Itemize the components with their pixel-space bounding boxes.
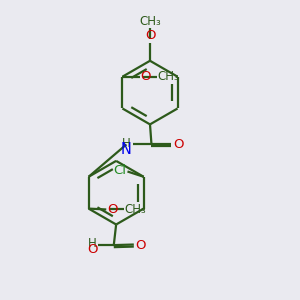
Text: O: O xyxy=(135,239,146,252)
Text: CH₃: CH₃ xyxy=(139,14,161,28)
Text: O: O xyxy=(107,203,118,216)
Text: CH₃: CH₃ xyxy=(125,203,147,216)
Text: H: H xyxy=(88,237,97,250)
Text: O: O xyxy=(145,28,155,42)
Text: O: O xyxy=(173,139,184,152)
Text: O: O xyxy=(140,70,151,83)
Text: O: O xyxy=(87,243,98,256)
Text: Cl: Cl xyxy=(113,164,126,177)
Text: CH₃: CH₃ xyxy=(158,70,179,83)
Text: H: H xyxy=(122,137,131,150)
Text: N: N xyxy=(121,142,131,157)
